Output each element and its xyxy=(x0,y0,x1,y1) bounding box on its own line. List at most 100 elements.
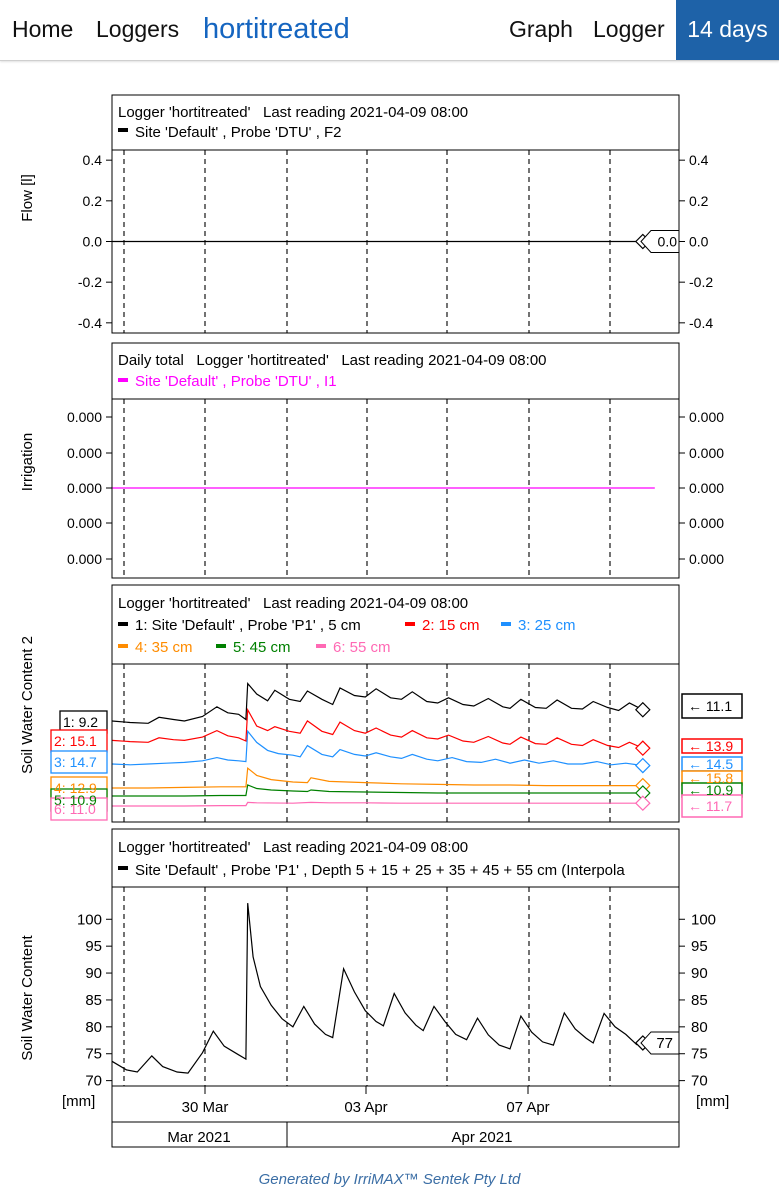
nav-logger-link[interactable]: Logger xyxy=(593,16,665,42)
flow-left-tick-label: 0.0 xyxy=(83,234,103,250)
flow-legend-label: Site 'Default' , Probe 'DTU' , F2 xyxy=(135,124,342,141)
irrigation-y-axis-label: Irrigation xyxy=(19,433,36,491)
swc2-left-value-label-4: 4: 12.9 xyxy=(54,780,97,796)
flow-legend-swatch xyxy=(118,128,128,132)
swc-right-tick-label: 80 xyxy=(691,1019,708,1036)
panel-background-4 xyxy=(112,829,679,1086)
flow-left-tick-label: -0.4 xyxy=(78,315,102,331)
x-axis-unit-right: [mm] xyxy=(696,1093,729,1110)
range-14-days-button[interactable]: 14 days xyxy=(676,0,779,60)
swc2-right-value-label-6: ← 11.7 xyxy=(688,798,732,814)
irrigation-panel-title: Daily total Logger 'hortitreated' Last r… xyxy=(118,352,547,369)
swc2-legend-label-5: 5: 45 cm xyxy=(233,639,291,656)
swc2-legend-swatch-4 xyxy=(118,644,128,648)
swc-left-tick-label: 70 xyxy=(85,1073,102,1090)
swc2-left-value-box-6 xyxy=(50,797,108,821)
panel-background-1 xyxy=(112,95,679,333)
flow-right-tick-label: -0.4 xyxy=(689,315,713,331)
flow-left-tick-label: -0.2 xyxy=(78,274,102,290)
swc2-right-value-box-2 xyxy=(681,738,743,754)
swc-value-tag-label: 77 xyxy=(656,1035,673,1052)
x-axis-month-box xyxy=(111,1121,680,1148)
swc2-legend-label-2: 2: 15 cm xyxy=(422,617,480,634)
flow-right-tick-label: 0.0 xyxy=(689,234,709,250)
swc-left-tick-label: 80 xyxy=(85,1019,102,1036)
panel-background-3 xyxy=(112,585,679,822)
logger-name-title: hortitreated xyxy=(203,13,350,45)
swc2-series-line-6 xyxy=(112,801,643,807)
swc2-legend-label-4: 4: 35 cm xyxy=(135,639,193,656)
nav-loggers-link[interactable]: Loggers xyxy=(96,16,180,42)
flow-left-tick-label: 0.4 xyxy=(83,152,103,168)
nav-graph-link[interactable]: Graph xyxy=(509,16,573,42)
irrigation-left-tick-label: 0.000 xyxy=(67,515,102,531)
month-label-mar-2021: Mar 2021 xyxy=(167,1129,230,1146)
month-label-apr-2021: Apr 2021 xyxy=(452,1129,513,1146)
swc2-legend-swatch-1 xyxy=(118,622,128,626)
irrigation-right-tick-label: 0.000 xyxy=(689,515,724,531)
swc2-right-value-box-1 xyxy=(681,693,743,719)
swc2-left-value-label-2: 2: 15.1 xyxy=(54,733,97,749)
swc-series-line xyxy=(111,903,643,1074)
swc2-legend-label-6: 6: 55 cm xyxy=(333,639,391,656)
flow-panel-title: Logger 'hortitreated' Last reading 2021-… xyxy=(118,104,468,121)
irrigation-right-tick-label: 0.000 xyxy=(689,409,724,425)
irrigation-legend-swatch xyxy=(118,378,128,382)
swc2-legend-swatch-2 xyxy=(405,622,415,626)
swc-right-tick-label: 100 xyxy=(691,911,716,928)
swc2-last-point-marker-5 xyxy=(634,785,651,801)
footer-credit: Generated by IrriMAX™ Sentek Pty Ltd xyxy=(258,1171,521,1188)
swc2-series-line-2 xyxy=(111,707,644,749)
swc-left-tick-label: 100 xyxy=(77,911,102,928)
flow-right-tick-label: 0.2 xyxy=(689,193,709,209)
swc2-legend-swatch-3 xyxy=(501,622,511,626)
panel-frame-2 xyxy=(111,342,680,579)
swc-right-tick-label: 85 xyxy=(691,992,708,1009)
x-tick-label-03-apr: 03 Apr xyxy=(344,1099,387,1116)
swc-right-tick-label: 75 xyxy=(691,1046,708,1063)
swc-left-tick-label: 85 xyxy=(85,992,102,1009)
swc2-right-value-label-2: ← 13.9 xyxy=(688,738,733,754)
swc2-right-value-box-6 xyxy=(681,794,743,818)
swc2-right-value-label-4: ← 15.8 xyxy=(688,770,733,786)
swc2-left-value-label-1: 1: 9.2 xyxy=(63,714,98,730)
swc-legend-label: Site 'Default' , Probe 'P1' , Depth 5 + … xyxy=(135,862,625,879)
flow-y-axis-label: Flow [l] xyxy=(19,174,36,222)
swc-left-tick-label: 90 xyxy=(85,965,102,982)
swc2-left-value-label-5: 5: 10.9 xyxy=(54,792,97,808)
x-axis-unit-left: [mm] xyxy=(62,1093,95,1110)
swc2-series-line-3 xyxy=(111,729,643,767)
swc2-last-point-marker-1 xyxy=(634,701,651,718)
swc2-right-value-label-1: ← 11.1 xyxy=(688,698,732,714)
irrigation-left-tick-label: 0.000 xyxy=(67,551,102,567)
swc-right-tick-label: 90 xyxy=(691,965,708,982)
swc2-left-value-box-3 xyxy=(50,750,108,774)
swc-panel-title: Logger 'hortitreated' Last reading 2021-… xyxy=(118,839,468,856)
panel-frame-3 xyxy=(111,584,680,823)
swc2-series-line-5 xyxy=(112,784,643,797)
swc2-panel-title: Logger 'hortitreated' Last reading 2021-… xyxy=(118,595,468,612)
swc-y-axis-label: Soil Water Content xyxy=(19,935,36,1061)
swc2-legend-swatch-5 xyxy=(216,644,226,648)
flow-value-tag-label: 0.0 xyxy=(658,234,678,250)
swc2-series-line-1 xyxy=(111,681,644,724)
flow-right-tick-label: 0.4 xyxy=(689,152,709,168)
panel-frame-1 xyxy=(111,94,680,334)
swc2-right-value-label-5: ← 10.9 xyxy=(688,782,733,798)
swc-left-tick-label: 75 xyxy=(85,1046,102,1063)
x-tick-label-30-mar: 30 Mar xyxy=(182,1099,229,1116)
nav-home-link[interactable]: Home xyxy=(12,16,74,42)
swc-left-tick-label: 95 xyxy=(85,938,102,955)
swc2-last-point-marker-3 xyxy=(634,757,651,774)
swc2-left-value-label-6: 6: 11.0 xyxy=(54,801,96,817)
flow-left-tick-label: 0.2 xyxy=(83,193,103,209)
swc-legend-swatch xyxy=(118,866,128,870)
irrigation-right-tick-label: 0.000 xyxy=(689,551,724,567)
swc2-legend-label-3: 3: 25 cm xyxy=(518,617,576,634)
irrigation-legend-label: Site 'Default' , Probe 'DTU' , I1 xyxy=(135,373,337,390)
panel-background-2 xyxy=(112,343,679,578)
swc2-legend-swatch-6 xyxy=(316,644,326,648)
x-tick-label-07-apr: 07 Apr xyxy=(506,1099,549,1116)
irrigation-left-tick-label: 0.000 xyxy=(67,409,102,425)
